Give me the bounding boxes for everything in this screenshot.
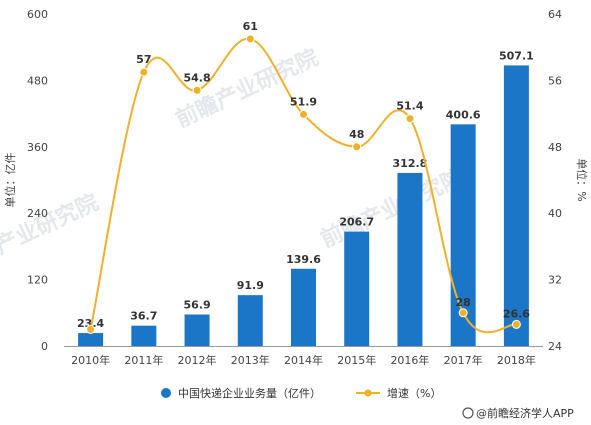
growth-value-label: 26.6 (503, 307, 530, 320)
legend-bar-label: 中国快递企业业务量（亿件） (178, 386, 321, 400)
bar (291, 268, 316, 346)
bar-value-label: 507.1 (499, 49, 534, 62)
growth-value-label: 48 (349, 128, 364, 141)
legend: 中国快递企业业务量（亿件） 增速（%） (161, 386, 441, 400)
x-tick-label: 2011年 (124, 353, 163, 367)
growth-point (192, 85, 202, 95)
growth-point (511, 319, 521, 329)
x-tick-label: 2017年 (444, 353, 483, 367)
bar-value-label: 312.8 (393, 157, 428, 170)
x-tick-label: 2010年 (71, 353, 110, 367)
bar (78, 333, 104, 346)
y-right-tick-label: 24 (548, 340, 562, 353)
x-tick-label: 2016年 (390, 353, 429, 367)
watermark-text: 前瞻产业研究院 (317, 164, 468, 253)
bar-value-label: 56.9 (183, 299, 210, 312)
legend-line-dot-icon (364, 389, 372, 397)
bar-value-label: 139.6 (286, 253, 321, 266)
y-axis-left-ticks: 0 120 240 360 480 600 (27, 8, 48, 353)
source-logo-icon (462, 407, 474, 419)
bar-value-label: 206.7 (339, 216, 374, 229)
growth-point (86, 324, 96, 334)
x-tick-label: 2015年 (337, 353, 376, 367)
growth-value-label: 61 (243, 20, 258, 33)
growth-value-label: 28 (456, 296, 471, 309)
y-left-tick-label: 240 (27, 207, 48, 220)
y-right-tick-label: 64 (548, 8, 562, 21)
y-axis-right-ticks: 24 32 40 48 56 64 (548, 8, 562, 353)
bar-value-label: 91.9 (237, 279, 264, 292)
bar (503, 65, 529, 346)
y-left-tick-label: 600 (27, 8, 48, 21)
x-tick-label: 2018年 (497, 353, 536, 367)
y-right-tick-label: 40 (548, 207, 562, 220)
y-left-tick-label: 0 (41, 340, 48, 353)
growth-point (139, 67, 149, 77)
growth-value-label: 54.8 (183, 71, 210, 84)
growth-point (245, 34, 255, 44)
growth-value-label: 51.4 (396, 100, 423, 113)
y-left-tick-label: 480 (27, 74, 48, 87)
y-right-tick-label: 32 (548, 274, 562, 287)
x-tick-label: 2013年 (231, 353, 270, 367)
x-tick-label: 2014年 (284, 353, 323, 367)
growth-value-label: 51.9 (290, 95, 317, 108)
y-right-tick-label: 48 (548, 141, 562, 154)
bar (131, 325, 157, 346)
bar-label-group: 23.436.756.991.9139.6206.7312.8400.6507.… (77, 49, 534, 330)
bar-value-label: 36.7 (130, 310, 157, 323)
bar (397, 172, 423, 346)
bar (237, 295, 263, 346)
growth-point (405, 114, 415, 124)
growth-point-group (86, 34, 521, 334)
source-credit: @前瞻经济学人APP (462, 406, 574, 420)
bar (344, 231, 370, 346)
bar (184, 314, 210, 346)
y-left-tick-label: 360 (27, 141, 48, 154)
bar-value-label: 400.6 (446, 108, 481, 121)
y-axis-right-title: 单位：% (575, 158, 589, 201)
y-left-tick-label: 120 (27, 274, 48, 287)
legend-bar-marker-icon (161, 388, 171, 398)
growth-label-group: 57 54.8 61 51.9 48 51.4 28 26.6 (136, 20, 530, 321)
legend-line-label: 增速（%） (387, 386, 441, 400)
growth-point (458, 308, 468, 318)
source-text: @前瞻经济学人APP (476, 406, 574, 420)
y-axis-left-title: 单位：亿件 (3, 153, 17, 208)
x-axis-ticks: 2010年 2011年 2012年 2013年 2014年 2015年 2016年 2017年… (71, 353, 536, 367)
growth-point (299, 109, 308, 119)
x-tick-label: 2012年 (178, 353, 217, 367)
growth-value-label: 57 (136, 53, 151, 66)
growth-point (352, 142, 362, 152)
y-right-tick-label: 56 (548, 74, 562, 87)
